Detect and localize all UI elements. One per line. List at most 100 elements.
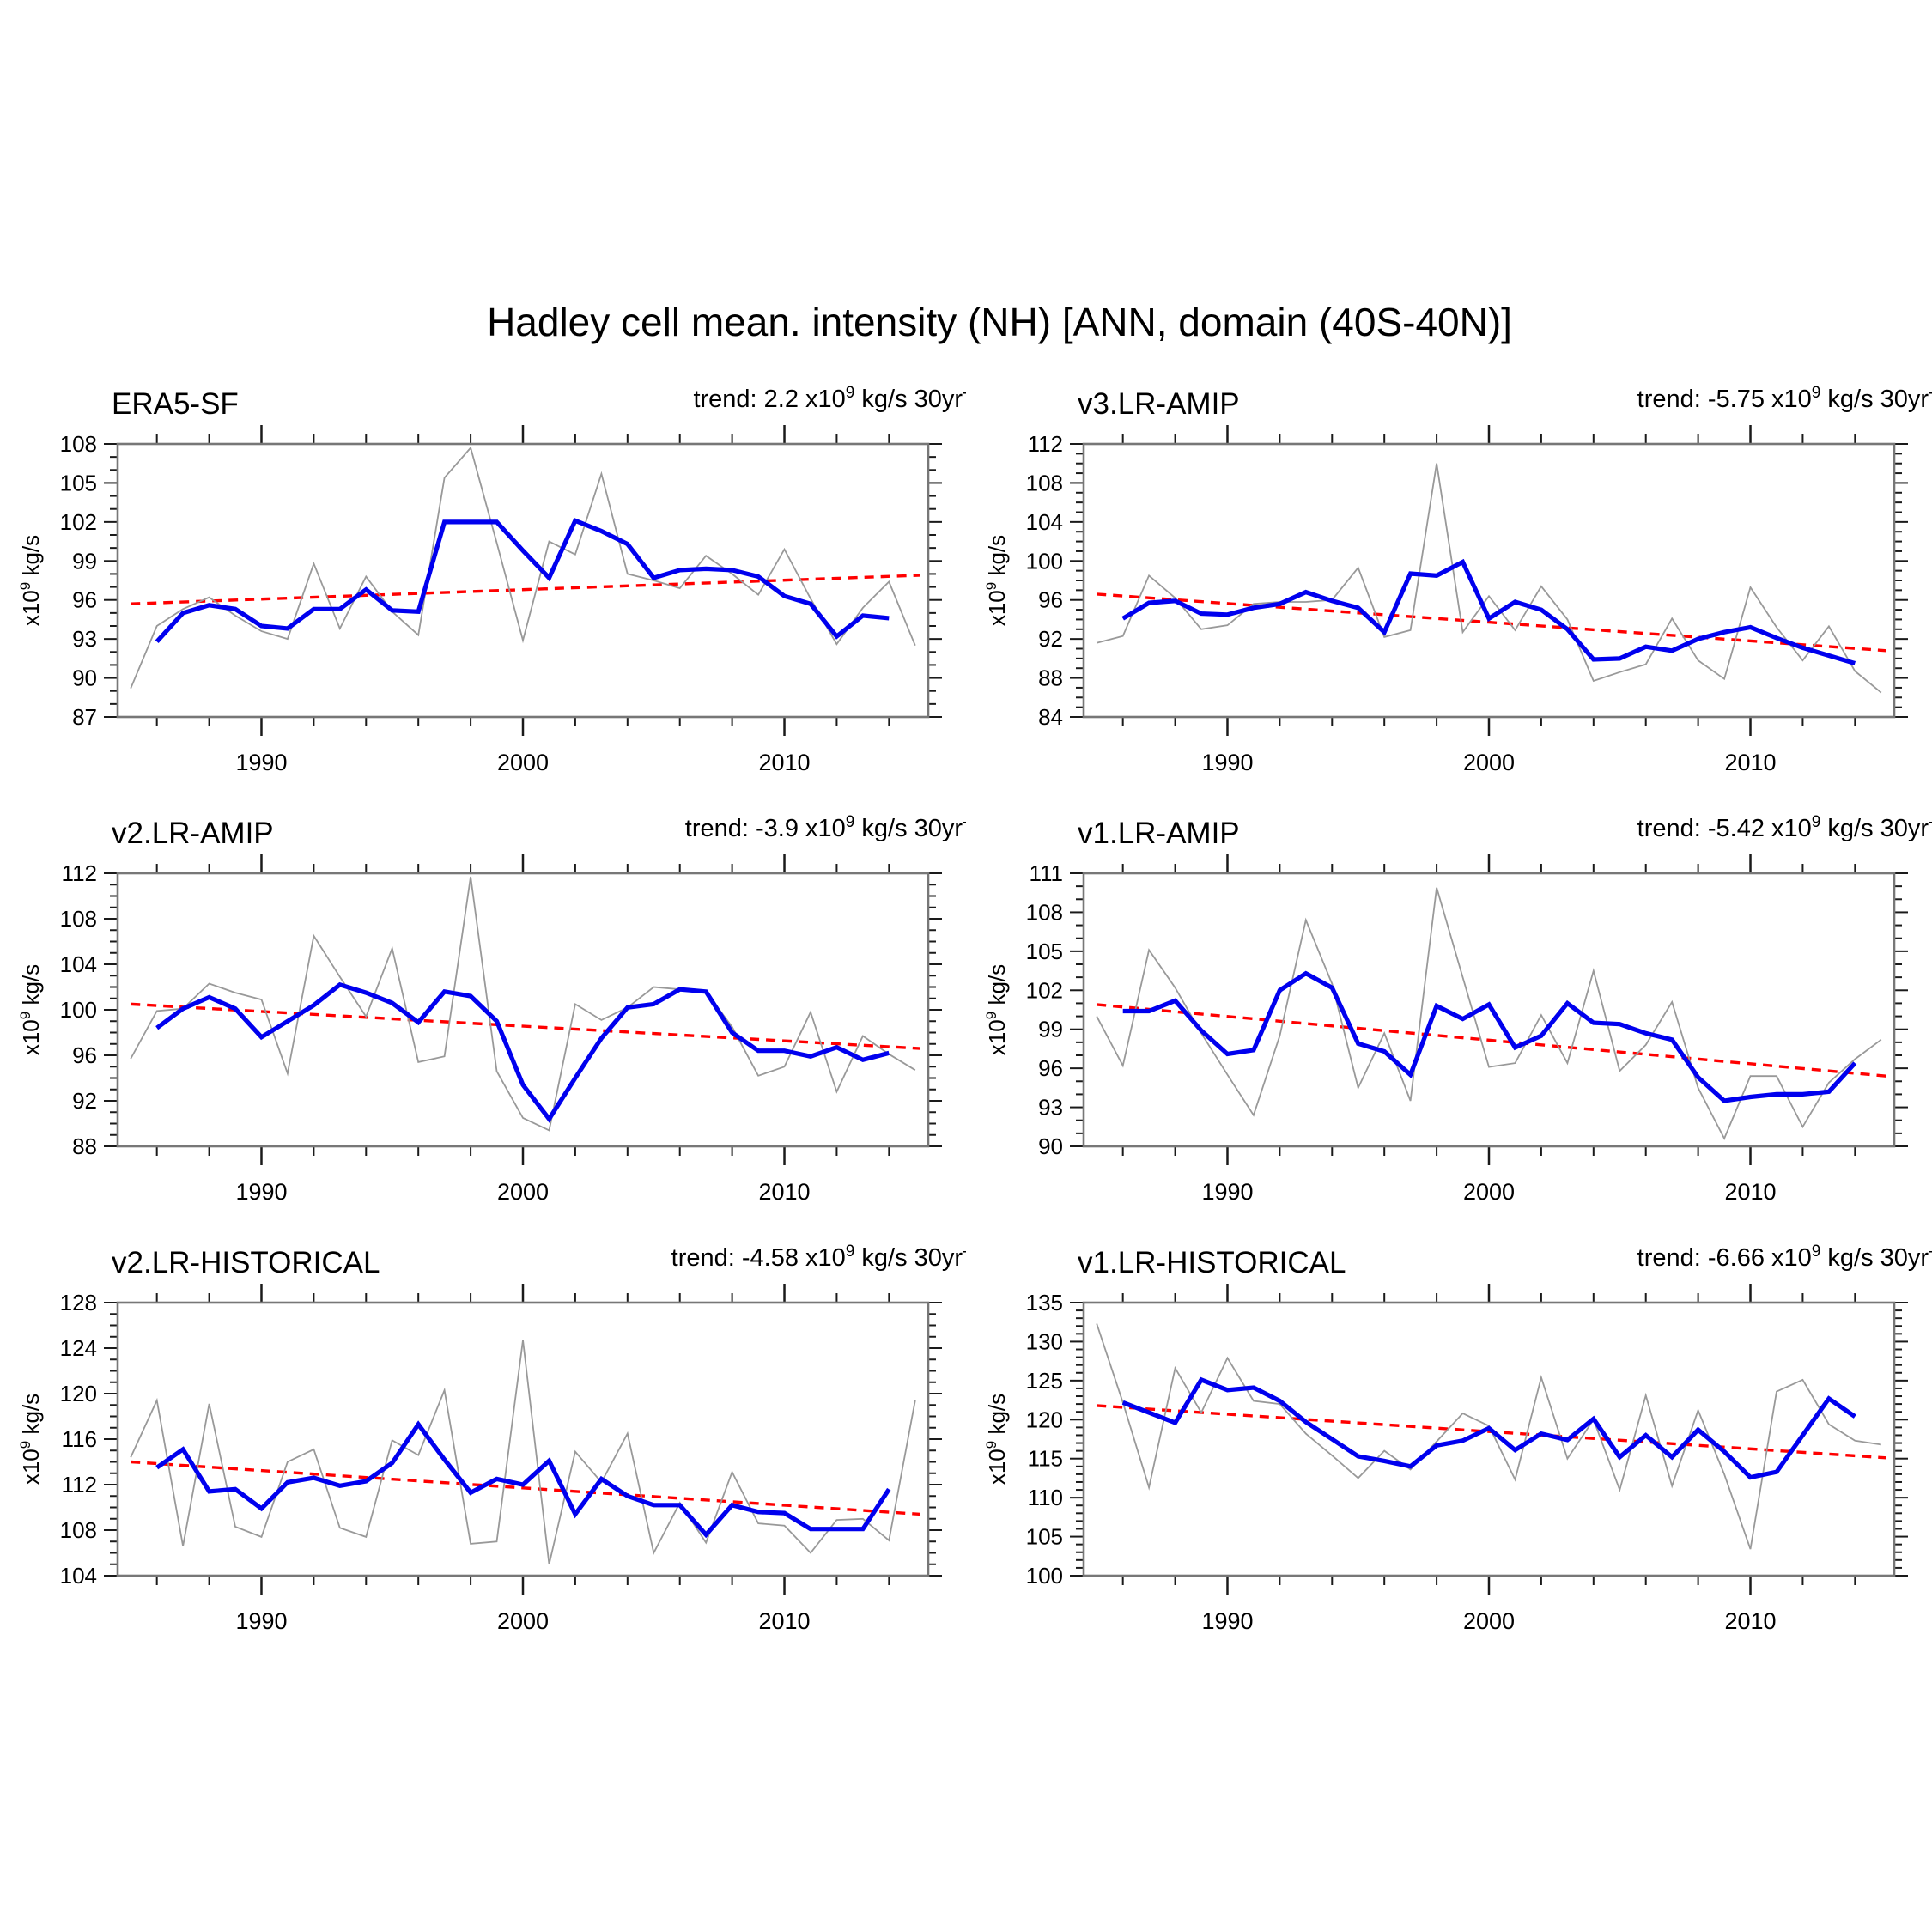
smoothed-series-line [155,517,890,643]
y-tick-label: 92 [1038,626,1063,652]
y-axis-label: x109 kg/s [17,964,44,1055]
smoothed-series-line [1121,1376,1856,1480]
panel-title: v1.LR-HISTORICAL [1078,1246,1346,1279]
y-tick-label: 116 [62,1426,97,1452]
chart-panel: v1.LR-AMIP trend: -5.42 x109 kg/s 30yr-1 9… [983,813,1932,1205]
y-tick-label: 105 [1026,939,1063,964]
x-tick-label: 1990 [1201,1179,1253,1205]
panel-trend-label: trend: 2.2 x109 kg/s 30yr-1 [693,384,966,413]
y-tick-label: 108 [1026,470,1063,495]
annual-series-line [1096,1323,1881,1550]
y-tick-label: 112 [62,1472,97,1498]
panel-title: v1.LR-AMIP [1078,817,1240,850]
x-tick-label: 1990 [235,1608,287,1634]
smoothed-series-line [155,981,890,1123]
y-tick-label: 108 [1026,899,1063,925]
annual-series-line [1096,887,1882,1141]
chart-panel: v3.LR-AMIP trend: -5.75 x109 kg/s 30yr-1 8… [983,384,1932,775]
y-tick-label: 108 [60,906,97,932]
y-tick-label: 90 [72,665,97,691]
y-tick-label: 93 [1038,1095,1063,1121]
y-tick-label: 105 [1026,1524,1063,1550]
chart-panel: ERA5-SF trend: 2.2 x109 kg/s 30yr-1 87 90 93… [17,384,966,775]
y-tick-label: 110 [1028,1485,1063,1510]
y-axis-label: x109 kg/s [17,1394,44,1485]
y-tick-label: 115 [1028,1446,1063,1472]
y-tick-label: 99 [72,548,97,574]
panel-title: v3.LR-AMIP [1078,387,1240,421]
x-tick-label: 1990 [235,1179,287,1205]
x-tick-label: 2010 [1724,1179,1776,1205]
y-tick-label: 108 [60,431,97,457]
x-tick-label: 2010 [758,750,810,775]
y-tick-label: 130 [1026,1328,1063,1354]
y-tick-label: 93 [72,626,97,652]
x-tick-label: 1990 [1201,1608,1253,1634]
y-tick-label: 88 [72,1133,97,1159]
y-tick-label: 100 [1026,1563,1063,1589]
y-tick-label: 120 [1026,1406,1063,1432]
y-tick-label: 112 [62,860,97,886]
y-axis-label: x109 kg/s [983,964,1010,1055]
y-tick-label: 112 [1028,431,1063,457]
y-tick-label: 104 [1026,509,1063,535]
x-tick-label: 1990 [235,750,287,775]
x-tick-label: 2000 [497,750,549,775]
panel-trend-label: trend: -3.9 x109 kg/s 30yr-1 [685,813,966,842]
annual-series-line [1096,463,1882,694]
figure-title: Hadley cell mean. intensity (NH) [ANN, d… [487,300,1512,344]
trend-line [131,574,920,605]
x-tick-label: 2010 [758,1179,810,1205]
y-tick-label: 124 [60,1335,97,1361]
trend-line [1097,1003,1887,1078]
panel-trend-label: trend: -6.66 x109 kg/s 30yr-1 [1637,1242,1932,1272]
smoothed-series-line [1121,558,1856,665]
annual-series-line [130,446,916,690]
panel-title: ERA5-SF [112,387,239,421]
y-tick-label: 99 [1038,1017,1063,1042]
y-tick-label: 96 [1038,1055,1063,1081]
y-tick-label: 102 [1026,977,1063,1003]
plot-frame [1082,872,1896,1148]
y-tick-label: 96 [1038,587,1063,613]
x-tick-label: 2000 [497,1608,549,1634]
y-tick-label: 135 [1026,1290,1063,1315]
trend-line [1097,592,1886,653]
y-tick-label: 120 [60,1381,97,1406]
y-axis-label: x109 kg/s [17,535,44,626]
trend-line [131,1002,920,1050]
y-tick-label: 96 [72,587,97,613]
y-tick-label: 111 [1029,860,1063,886]
plot-frame [1082,1301,1896,1577]
chart-panel: v1.LR-HISTORICAL trend: -6.66 x109 kg/s 3… [983,1242,1932,1634]
y-tick-label: 87 [72,704,97,730]
plot-frame [116,1301,930,1577]
x-tick-label: 1990 [1201,750,1253,775]
y-axis-label: x109 kg/s [983,535,1010,626]
y-axis-label: x109 kg/s [983,1394,1010,1485]
y-tick-label: 90 [1038,1133,1063,1159]
x-tick-label: 2000 [1463,1608,1515,1634]
plot-frame [116,442,930,719]
annual-series-line [130,1340,916,1565]
y-tick-label: 88 [1038,665,1063,691]
smoothed-series-line [155,1420,891,1539]
y-tick-label: 100 [60,997,97,1023]
x-tick-label: 2000 [497,1179,549,1205]
x-tick-label: 2010 [1724,1608,1776,1634]
y-tick-label: 84 [1038,704,1063,730]
y-tick-label: 102 [60,509,97,535]
y-tick-label: 100 [1026,548,1063,574]
y-tick-label: 105 [60,470,97,495]
y-tick-label: 92 [72,1088,97,1114]
y-tick-label: 128 [60,1290,97,1315]
panel-trend-label: trend: -5.75 x109 kg/s 30yr-1 [1637,384,1932,413]
x-tick-label: 2010 [1724,750,1776,775]
chart-panel: v2.LR-HISTORICAL trend: -4.58 x109 kg/s 3… [17,1242,966,1634]
x-tick-label: 2010 [758,1608,810,1634]
plot-frame [116,872,930,1148]
chart-panel: v2.LR-AMIP trend: -3.9 x109 kg/s 30yr-1 88… [17,813,966,1205]
panel-trend-label: trend: -5.42 x109 kg/s 30yr-1 [1637,813,1932,842]
panel-trend-label: trend: -4.58 x109 kg/s 30yr-1 [671,1242,966,1272]
